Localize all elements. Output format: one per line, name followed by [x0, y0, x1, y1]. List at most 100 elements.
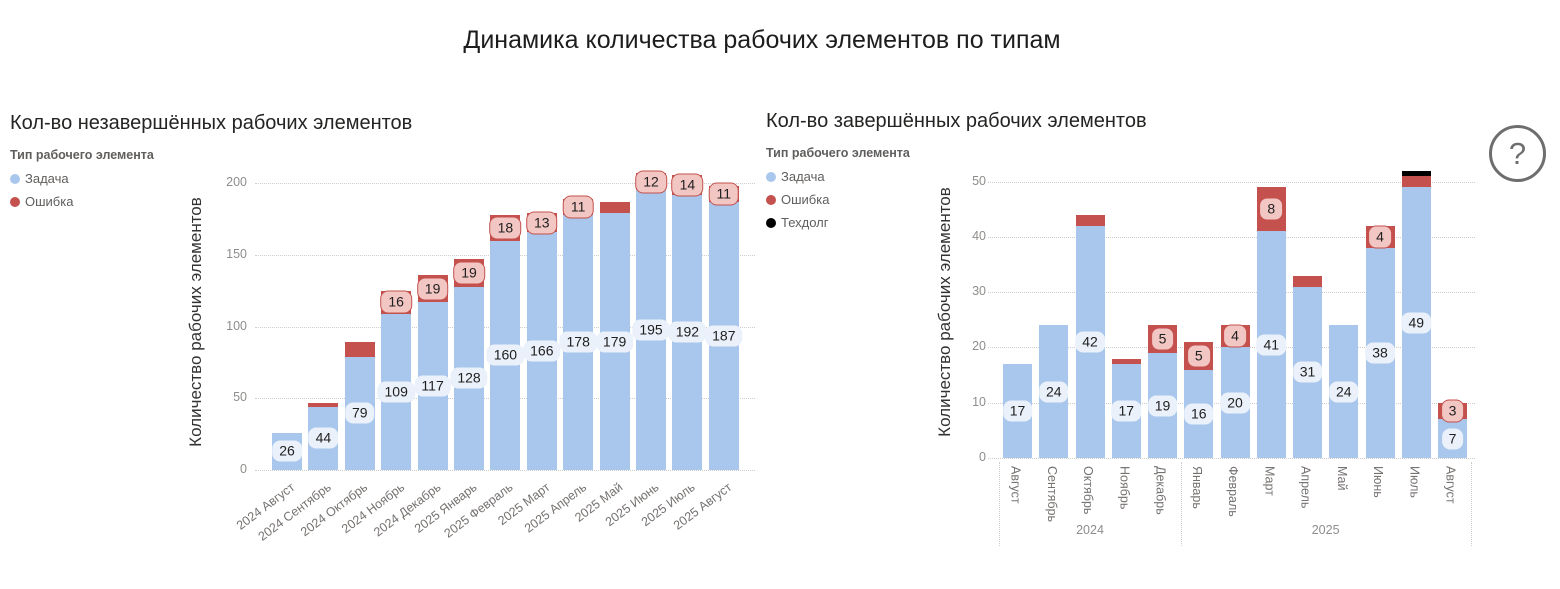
bar-value-label: 79 — [345, 402, 375, 424]
gridline — [988, 292, 1475, 294]
x-axis-label: Май — [1334, 466, 1349, 491]
y-axis-tick-label: 150 — [226, 246, 247, 261]
axis-group-separator — [1470, 462, 1472, 546]
legend-dot — [766, 217, 776, 228]
legend-item-techdebt[interactable]: Техдолг — [766, 211, 910, 234]
bar-value-label: 19 — [1147, 395, 1178, 416]
gridline — [255, 470, 755, 471]
bar-value-label: 128 — [450, 367, 488, 389]
bar-value-label: 41 — [1256, 334, 1287, 356]
x-axis-label: Октябрь — [1081, 466, 1095, 515]
y-axis-tick-label: 50 — [972, 173, 986, 188]
gridline — [988, 236, 1475, 238]
y-axis-tick-label: 10 — [972, 394, 986, 409]
bar-value-label: 195 — [632, 319, 670, 341]
x-axis-label: Июнь — [1371, 466, 1385, 498]
bar-value-label: 16 — [380, 290, 412, 314]
bar-value-label: 42 — [1075, 331, 1105, 353]
x-axis-label: Апрель — [1298, 466, 1313, 509]
x-axis-label: Февраль — [1226, 466, 1240, 517]
bar-value-label: 13 — [526, 211, 558, 235]
bar-value-label: 31 — [1292, 361, 1323, 383]
legend-title: Тип рабочего элемента — [10, 148, 154, 162]
bar-segment-bug[interactable] — [344, 342, 375, 357]
legend-item-bug[interactable]: Ошибка — [766, 188, 910, 211]
bar-segment-bug[interactable] — [308, 402, 339, 407]
bar-segment-bug[interactable] — [599, 201, 630, 214]
y-axis-tick-label: 50 — [233, 390, 247, 405]
bar-value-label: 19 — [416, 277, 449, 301]
legend-dot — [766, 171, 776, 182]
legend-incomplete: Тип рабочего элемента Задача Ошибка — [10, 148, 154, 213]
legend-item-label: Задача — [781, 169, 825, 184]
legend-item-task[interactable]: Задача — [10, 167, 154, 190]
y-axis-tick-label: 200 — [226, 175, 247, 190]
legend-dot — [10, 196, 20, 207]
x-axis-label: Декабрь — [1153, 466, 1168, 515]
bar-value-label: 14 — [671, 173, 704, 197]
y-axis-tick-label: 20 — [972, 339, 986, 354]
legend-completed: Тип рабочего элемента Задача Ошибка Техдол… — [766, 146, 910, 234]
bar-value-label: 4 — [1368, 225, 1392, 249]
chart-title-completed: Кол-во завершённых рабочих элементов — [766, 110, 1147, 132]
question-mark-glyph: ? — [1508, 135, 1527, 171]
bar-segment-bug[interactable] — [1293, 275, 1322, 287]
x-axis-label: Сентябрь — [1044, 466, 1059, 522]
y-axis-tick-label: 100 — [226, 318, 247, 333]
bar-value-label: 4 — [1223, 324, 1247, 348]
bar-value-label: 49 — [1401, 312, 1432, 334]
legend-dot — [766, 194, 776, 205]
bar-value-label: 178 — [559, 331, 597, 353]
axis-group-separator — [1180, 462, 1182, 546]
y-axis-tick-label: 40 — [972, 228, 986, 243]
bar-value-label: 192 — [668, 321, 707, 343]
page-title: Динамика количества рабочих элементов по… — [463, 26, 1061, 54]
y-axis-tick-label: 0 — [979, 450, 986, 464]
bar-value-label: 12 — [635, 170, 667, 194]
bar-value-label: 5 — [1150, 327, 1175, 351]
bar-value-label: 24 — [1328, 381, 1359, 403]
x-axis-label: Ноябрь — [1117, 466, 1132, 510]
bar-value-label: 187 — [705, 325, 743, 347]
bar-segment-techdebt[interactable] — [1401, 170, 1431, 177]
bar-value-label: 7 — [1441, 428, 1464, 450]
legend-item-label: Ошибка — [781, 192, 830, 207]
legend-item-bug[interactable]: Ошибка — [10, 190, 154, 213]
legend-dot — [10, 173, 20, 184]
bar-value-label: 160 — [486, 344, 525, 366]
bar-value-label: 166 — [523, 340, 561, 362]
x-axis-group-label: 2024 — [1076, 523, 1104, 537]
bar-value-label: 11 — [708, 182, 740, 206]
axis-group-separator — [999, 462, 1001, 546]
bar-value-label: 17 — [1002, 400, 1033, 422]
legend-item-task[interactable]: Задача — [766, 165, 910, 188]
x-axis-label: Июль — [1407, 466, 1422, 498]
gridline — [988, 458, 1475, 459]
bar-value-label: 3 — [1440, 399, 1465, 423]
bar-value-label: 24 — [1038, 381, 1069, 403]
gridline — [988, 181, 1475, 183]
bar-value-label: 19 — [453, 261, 485, 285]
bar-value-label: 26 — [272, 440, 302, 462]
bar-value-label: 117 — [414, 375, 451, 397]
bar-value-label: 20 — [1220, 392, 1250, 414]
bar-value-label: 44 — [308, 427, 339, 449]
bar-value-label: 38 — [1365, 342, 1395, 364]
help-icon[interactable]: ? — [1489, 125, 1546, 182]
gridline — [255, 183, 755, 185]
bar-segment-bug[interactable] — [1401, 176, 1431, 188]
bar-value-label: 18 — [489, 216, 522, 240]
legend-item-label: Задача — [25, 171, 69, 186]
bar-segment-bug[interactable] — [1111, 358, 1141, 365]
y-axis-tick-label: 0 — [240, 462, 247, 476]
bar-value-label: 17 — [1111, 400, 1142, 422]
bar-value-label: 179 — [595, 331, 634, 353]
legend-item-label: Техдолг — [781, 215, 829, 230]
bar-value-label: 11 — [562, 195, 594, 219]
x-axis-label: Август — [1443, 466, 1458, 504]
legend-item-label: Ошибка — [25, 194, 74, 209]
x-axis-label: Август — [1008, 466, 1023, 504]
bar-segment-bug[interactable] — [1075, 214, 1105, 226]
